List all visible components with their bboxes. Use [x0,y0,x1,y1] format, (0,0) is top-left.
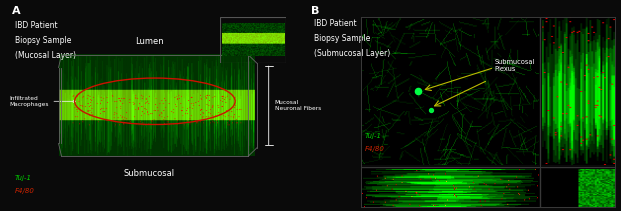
Text: Biopsy Sample: Biopsy Sample [15,36,71,45]
Text: Tuj-1: Tuj-1 [15,175,32,181]
Text: (Mucosal Layer): (Mucosal Layer) [15,51,76,60]
Text: (Submucosal Layer): (Submucosal Layer) [314,49,390,58]
Text: IBD Patient: IBD Patient [15,21,57,30]
Text: B: B [310,6,319,16]
Text: Lumen: Lumen [135,37,163,46]
Point [414,89,424,92]
Point [426,108,436,111]
Text: Infiltrated
Macrophages: Infiltrated Macrophages [9,96,75,107]
Text: Biopsy Sample: Biopsy Sample [314,34,370,43]
Text: IBD Patient: IBD Patient [314,19,356,28]
Text: Tuj-1: Tuj-1 [365,133,381,139]
Text: F4/80: F4/80 [15,188,35,194]
Text: Mucosal
Neuronal Fibers: Mucosal Neuronal Fibers [274,100,321,111]
Text: Submucosal
Plexus: Submucosal Plexus [494,59,535,72]
Text: Submucosal: Submucosal [124,169,175,178]
Text: F4/80: F4/80 [365,146,384,151]
Text: A: A [12,6,20,16]
